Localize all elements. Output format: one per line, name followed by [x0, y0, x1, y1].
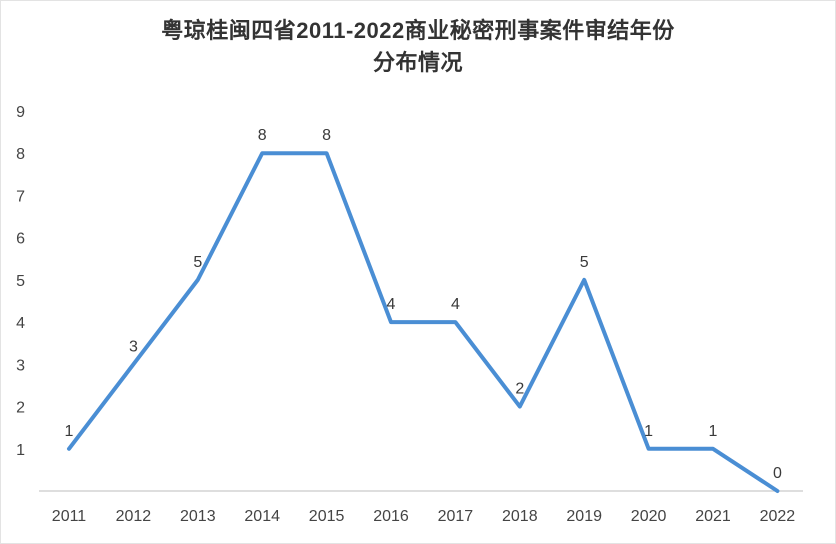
data-label: 3: [129, 338, 138, 355]
data-label: 8: [322, 127, 331, 144]
y-tick-label: 4: [16, 315, 25, 332]
x-tick-label: 2022: [760, 508, 796, 525]
data-label: 8: [258, 127, 267, 144]
chart-title: 粤琼桂闽四省2011-2022商业秘密刑事案件审结年份 分布情况: [1, 15, 835, 79]
data-label: 5: [193, 254, 202, 271]
data-label: 5: [580, 254, 589, 271]
x-tick-label: 2018: [502, 508, 538, 525]
data-label: 1: [644, 423, 653, 440]
y-tick-label: 7: [16, 188, 25, 205]
x-tick-label: 2016: [373, 508, 409, 525]
y-tick-label: 2: [16, 400, 25, 417]
x-tick-label: 2014: [244, 508, 280, 525]
x-tick-label: 2012: [116, 508, 152, 525]
y-tick-label: 9: [16, 104, 25, 121]
chart-title-line-2: 分布情况: [372, 49, 463, 75]
data-label: 4: [451, 296, 460, 313]
data-label: 1: [709, 423, 718, 440]
x-tick-label: 2017: [438, 508, 474, 525]
x-tick-label: 2019: [566, 508, 602, 525]
x-tick-label: 2021: [695, 508, 731, 525]
y-tick-label: 1: [16, 442, 25, 459]
x-tick-label: 2011: [52, 508, 87, 525]
x-tick-label: 2020: [631, 508, 667, 525]
data-label: 4: [387, 296, 396, 313]
data-series-line: [67, 151, 780, 493]
y-tick-label: 6: [16, 231, 25, 248]
data-label: 1: [65, 423, 74, 440]
data-label: 2: [515, 381, 524, 398]
y-tick-label: 5: [16, 273, 25, 290]
x-tick-label: 2015: [309, 508, 345, 525]
y-tick-label: 8: [16, 146, 25, 163]
x-tick-label: 2013: [180, 508, 216, 525]
y-tick-label: 3: [16, 357, 25, 374]
chart-title-line-1: 粤琼桂闽四省2011-2022商业秘密刑事案件审结年份: [161, 18, 675, 43]
data-label: 0: [773, 465, 782, 482]
